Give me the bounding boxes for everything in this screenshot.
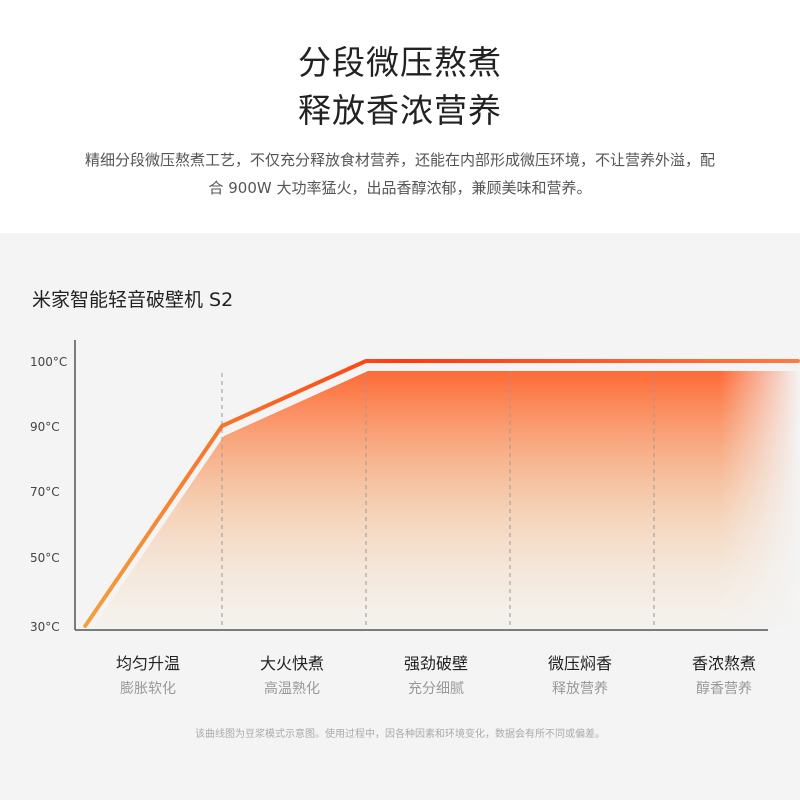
stage-subtitle: 释放营养	[552, 681, 608, 697]
stage-title: 均匀升温	[115, 654, 180, 673]
temperature-line	[83, 359, 800, 628]
title-line-2: 释放香浓营养	[298, 91, 502, 130]
stage-label: 大火快煮 高温熟化	[222, 650, 362, 698]
stage-subtitle: 充分细腻	[408, 681, 464, 697]
stage-label: 强劲破壁 充分细腻	[366, 650, 506, 698]
stage-label: 香浓熬煮 醇香营养	[654, 650, 794, 698]
y-tick-label: 90°C	[30, 420, 60, 434]
stage-label: 均匀升温 膨胀软化	[78, 650, 218, 698]
stage-title: 微压焖香	[547, 654, 612, 673]
stage-title: 强劲破壁	[403, 654, 468, 673]
stage-title: 香浓熬煮	[691, 654, 756, 673]
stage-title: 大火快煮	[259, 654, 324, 673]
title-line-1: 分段微压熬煮	[298, 43, 502, 82]
header-section: 分段微压熬煮 释放香浓营养 精细分段微压熬煮工艺，不仅充分释放食材营养，还能在内…	[0, 0, 800, 233]
y-tick-label: 100°C	[30, 355, 67, 369]
y-tick-label: 50°C	[30, 551, 60, 565]
area-fill	[87, 371, 800, 636]
stage-label: 微压焖香 释放营养	[510, 650, 650, 698]
stage-subtitle: 膨胀软化	[120, 681, 176, 697]
footnote: 该曲线图为豆浆模式示意图。使用过程中，因各种因素和环境变化，数据会有所不同或偏差…	[195, 729, 605, 740]
product-name: 米家智能轻音破壁机 S2	[32, 289, 234, 311]
stage-subtitle: 醇香营养	[696, 681, 752, 697]
y-tick-label: 70°C	[30, 485, 60, 499]
stage-subtitle: 高温熟化	[264, 681, 320, 697]
description: 精细分段微压熬煮工艺，不仅充分释放食材营养，还能在内部形成微压环境，不让营养外溢…	[84, 151, 715, 197]
y-tick-label: 30°C	[30, 620, 60, 634]
